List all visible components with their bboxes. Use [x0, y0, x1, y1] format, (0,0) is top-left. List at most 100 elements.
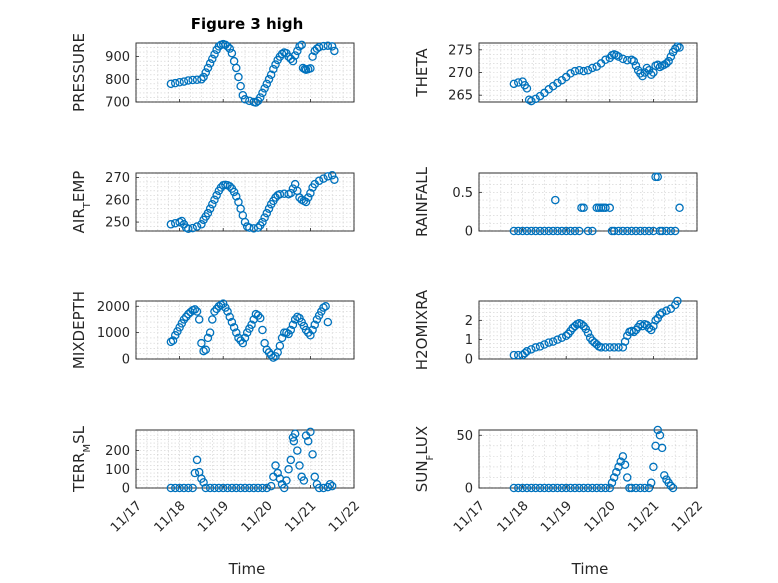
data-point: [314, 483, 324, 493]
data-point: [210, 307, 219, 316]
data-point: [249, 483, 258, 493]
data-point: [618, 54, 628, 64]
y-tick-label: 700: [105, 96, 130, 111]
plot-frame: [135, 172, 355, 232]
data-point: [197, 338, 206, 348]
data-point: [319, 174, 328, 183]
subplot-mixdepth: 0 1000 2000 MIXDEPTH: [70, 291, 355, 369]
data-point: [566, 226, 575, 236]
y-tick-label: 0: [465, 353, 473, 368]
data-point: [258, 483, 267, 493]
x-tick-label: 11/22: [669, 498, 706, 535]
data-point: [513, 483, 523, 493]
data-point: [275, 341, 285, 351]
data-point: [612, 467, 621, 477]
data-point: [570, 483, 580, 493]
data-point: [535, 483, 545, 493]
y-tick-label: 900: [105, 50, 130, 65]
data-point: [262, 483, 272, 493]
y-tick-label: 0: [465, 482, 473, 497]
data-point: [303, 436, 313, 446]
data-point: [640, 483, 649, 493]
data-point: [629, 327, 639, 337]
data-point: [566, 483, 575, 493]
data-point: [601, 483, 610, 493]
data-point: [557, 226, 567, 236]
y-tick-label: 1: [465, 333, 473, 348]
data-point: [330, 175, 339, 184]
data-point: [288, 56, 298, 66]
data-point: [513, 226, 523, 236]
y-tick-label: 270: [105, 171, 130, 186]
subplot-terr-msl: 0 100 200 11/17 11/18 11/19 11/20 11/21 11/22 TER…: [70, 425, 363, 578]
y-tick-label: 0: [465, 225, 473, 240]
data-point: [295, 42, 304, 51]
data-point: [540, 483, 549, 493]
data-point: [649, 321, 658, 331]
data-point: [522, 483, 532, 493]
data-point: [199, 72, 208, 82]
data-point: [605, 483, 615, 493]
data-point: [544, 226, 554, 236]
data-point: [188, 483, 197, 493]
data-point: [575, 226, 584, 236]
data-point: [527, 226, 536, 236]
data-point: [583, 65, 593, 75]
data-point: [310, 320, 320, 329]
data-point: [509, 350, 519, 360]
data-point: [675, 43, 684, 52]
data-point: [166, 79, 176, 89]
data-point: [609, 473, 619, 482]
data-point: [588, 63, 597, 73]
data-point: [194, 315, 204, 324]
data-point: [561, 483, 571, 493]
data-point: [566, 69, 575, 78]
plot-frame: [478, 429, 698, 489]
data-point: [553, 483, 562, 493]
data-point: [575, 483, 584, 493]
data-point: [258, 325, 267, 335]
data-point: [279, 483, 289, 493]
data-point: [190, 468, 200, 478]
data-point: [651, 316, 660, 325]
data-point: [557, 333, 567, 342]
data-point: [314, 42, 324, 52]
x-tick-label: 11/19: [195, 498, 232, 535]
y-tick-label: 2: [465, 314, 473, 329]
data-point: [655, 310, 665, 319]
data-point: [592, 483, 601, 493]
y-axis-label: H2OMIXRA: [413, 289, 431, 370]
data-point: [227, 48, 237, 58]
y-tick-label: 265: [448, 89, 473, 104]
data-series: [166, 170, 339, 234]
data-point: [583, 328, 593, 338]
data-point: [518, 483, 527, 493]
data-point: [210, 50, 219, 59]
data-point: [535, 342, 545, 351]
data-point: [527, 483, 536, 493]
data-point: [522, 226, 532, 236]
data-point: [293, 46, 302, 56]
data-point: [622, 226, 632, 236]
data-point: [175, 78, 184, 87]
plot-frame: [135, 429, 355, 489]
data-point: [266, 70, 276, 80]
data-point: [601, 203, 610, 213]
data-point: [531, 483, 540, 493]
data-point: [227, 483, 237, 493]
data-point: [622, 473, 632, 482]
data-point: [201, 345, 211, 355]
data-point: [210, 195, 219, 205]
data-point: [548, 226, 558, 236]
subplot-pressure: 700 800 900 PRESSURE Figure 3 high: [70, 15, 355, 112]
data-point: [640, 226, 649, 236]
x-tick-label: 11/20: [582, 498, 619, 535]
data-point: [205, 204, 215, 213]
subplot-h2omixra: 0 1 2 H2OMIXRA: [413, 289, 698, 370]
data-point: [522, 84, 532, 93]
data-point: [570, 66, 580, 76]
data-point: [644, 323, 654, 333]
data-point: [260, 84, 269, 93]
data-point: [227, 317, 237, 327]
